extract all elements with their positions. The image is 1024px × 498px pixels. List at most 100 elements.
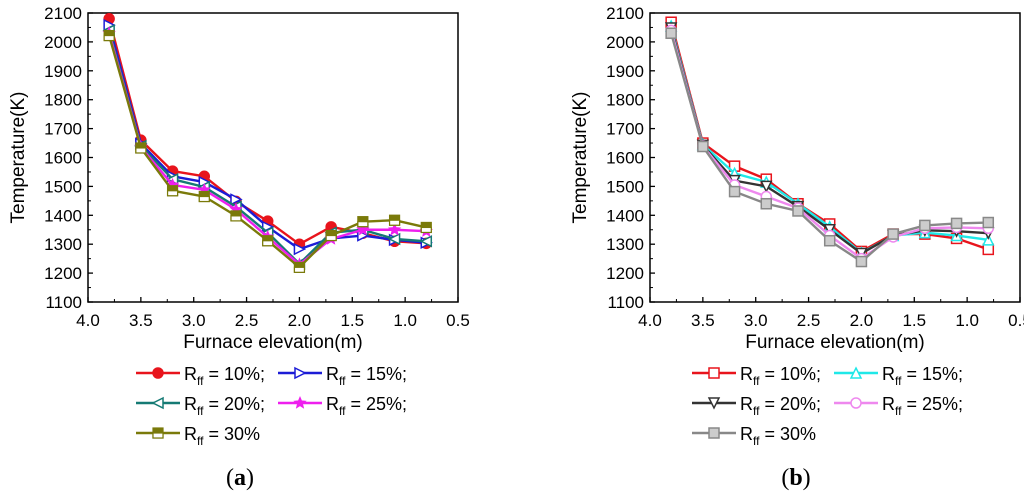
data-point — [792, 205, 804, 217]
y-tick-label: 1300 — [44, 235, 82, 254]
y-tick-label: 1900 — [44, 62, 82, 81]
legend-entry: Rff = 20%; — [136, 394, 265, 418]
legend-label: Rff = 10%; — [740, 364, 821, 388]
data-point-lower — [198, 195, 210, 203]
legend: Rff = 10%; Rff = 15%; Rff = 20%; Rff = 25%;… — [692, 364, 963, 448]
x-tick-label: 1.0 — [393, 311, 417, 330]
series-10pct — [103, 13, 433, 250]
x-tick-label: 2.5 — [235, 311, 259, 330]
y-tick-label: 1200 — [606, 264, 644, 283]
legend-entry: Rff = 20%; — [692, 394, 821, 418]
panel-label: (a) — [226, 465, 254, 491]
data-point-lower — [388, 219, 401, 226]
y-tick-label: 1500 — [44, 177, 82, 196]
data-point — [950, 217, 963, 230]
y-tick-label: 1500 — [606, 177, 644, 196]
x-tick-label: 4.0 — [638, 311, 662, 330]
legend-entry: Rff = 30% — [136, 424, 260, 448]
data-point-lower — [230, 215, 242, 222]
legend-label: Rff = 25%; — [882, 394, 963, 418]
x-tick-label: 0.5 — [1008, 311, 1024, 330]
y-tick-label: 1800 — [606, 91, 644, 110]
y-tick-label: 1100 — [45, 293, 82, 312]
x-tick-label: 3.0 — [182, 311, 206, 330]
y-tick-label: 2000 — [606, 33, 644, 52]
data-point — [665, 27, 677, 39]
chart-panel-a: 1100 1200 1300 1400 1500 1600 1700 1800 1900 2000… — [8, 4, 470, 491]
legend-marker — [294, 366, 307, 380]
x-tick-label: 2.0 — [288, 311, 312, 330]
y-tick-label: 1600 — [44, 149, 82, 168]
legend-marker — [708, 367, 720, 379]
y-tick-label: 1600 — [606, 149, 644, 168]
legend-entry: Rff = 15%; — [834, 364, 963, 388]
legend-label: Rff = 10%; — [184, 364, 265, 388]
legend-label: Rff = 25%; — [326, 394, 407, 418]
x-tick-label: 1.5 — [902, 311, 926, 330]
legend-entry: Rff = 10%; — [136, 364, 265, 388]
legend-entry: Rff = 30% — [692, 424, 816, 448]
plot-frame — [87, 12, 459, 303]
data-point-lower — [325, 234, 337, 242]
panel-label: (b) — [781, 465, 810, 491]
legend-label: Rff = 20%; — [740, 394, 821, 418]
data-point — [760, 180, 773, 194]
data-point — [419, 235, 433, 248]
legend-entry: Rff = 25%; — [278, 394, 407, 418]
x-tick-label: 2.0 — [850, 311, 874, 330]
legend-marker — [708, 427, 720, 439]
data-point — [982, 216, 995, 229]
data-point-lower — [420, 226, 432, 234]
data-point-lower — [262, 240, 274, 247]
x-tick-label: 1.0 — [955, 311, 979, 330]
legend-label: Rff = 20%; — [184, 394, 265, 418]
legend-marker — [152, 367, 164, 379]
y-tick-label: 1400 — [44, 206, 82, 225]
series-25pct — [102, 26, 433, 271]
data-point — [728, 185, 741, 198]
series-30pct — [665, 27, 995, 268]
legend-marker — [151, 396, 164, 410]
data-point — [697, 140, 709, 153]
y-tick-label: 1900 — [606, 62, 644, 81]
y-tick-label: 1200 — [44, 264, 82, 283]
legend-marker — [849, 366, 863, 379]
y-tick-label: 1800 — [44, 91, 82, 110]
legend-label: Rff = 15%; — [882, 364, 963, 388]
data-point — [855, 255, 868, 268]
legend-marker — [293, 395, 307, 409]
legend-marker — [707, 397, 721, 410]
data-point — [887, 228, 899, 240]
y-tick-label: 1400 — [606, 206, 644, 225]
data-point — [356, 222, 370, 236]
data-point — [919, 219, 931, 232]
y-axis-label: Temperature(K) — [570, 92, 591, 224]
legend-marker — [850, 397, 862, 409]
legend: Rff = 10%; Rff = 15%; Rff = 20%; Rff = 25%;… — [136, 364, 407, 448]
data-point — [230, 193, 243, 206]
data-point-lower — [135, 147, 147, 154]
y-tick-label: 2000 — [44, 33, 82, 52]
series-line — [107, 18, 427, 246]
y-tick-label: 2100 — [606, 4, 644, 23]
series-line — [669, 21, 989, 253]
x-tick-label: 1.5 — [340, 311, 364, 330]
x-axis-label: Furnace elevation(m) — [183, 332, 363, 353]
data-point-lower — [166, 190, 179, 197]
legend-label: Rff = 30% — [740, 424, 816, 448]
y-tick-label: 1700 — [44, 120, 82, 139]
x-tick-label: 3.5 — [691, 311, 715, 330]
data-point — [293, 242, 307, 256]
x-tick-label: 4.0 — [76, 311, 100, 330]
data-point — [387, 232, 401, 246]
legend-entry: Rff = 10%; — [692, 364, 821, 388]
legend-label: Rff = 15%; — [326, 364, 407, 388]
data-point — [823, 234, 836, 247]
legend-label: Rff = 30% — [184, 424, 260, 448]
data-point-lower — [293, 266, 306, 273]
plot-frame — [649, 12, 1021, 303]
data-point-lower — [357, 221, 369, 228]
y-tick-label: 1300 — [606, 235, 644, 254]
data-point — [982, 243, 995, 256]
x-tick-label: 3.0 — [744, 311, 768, 330]
